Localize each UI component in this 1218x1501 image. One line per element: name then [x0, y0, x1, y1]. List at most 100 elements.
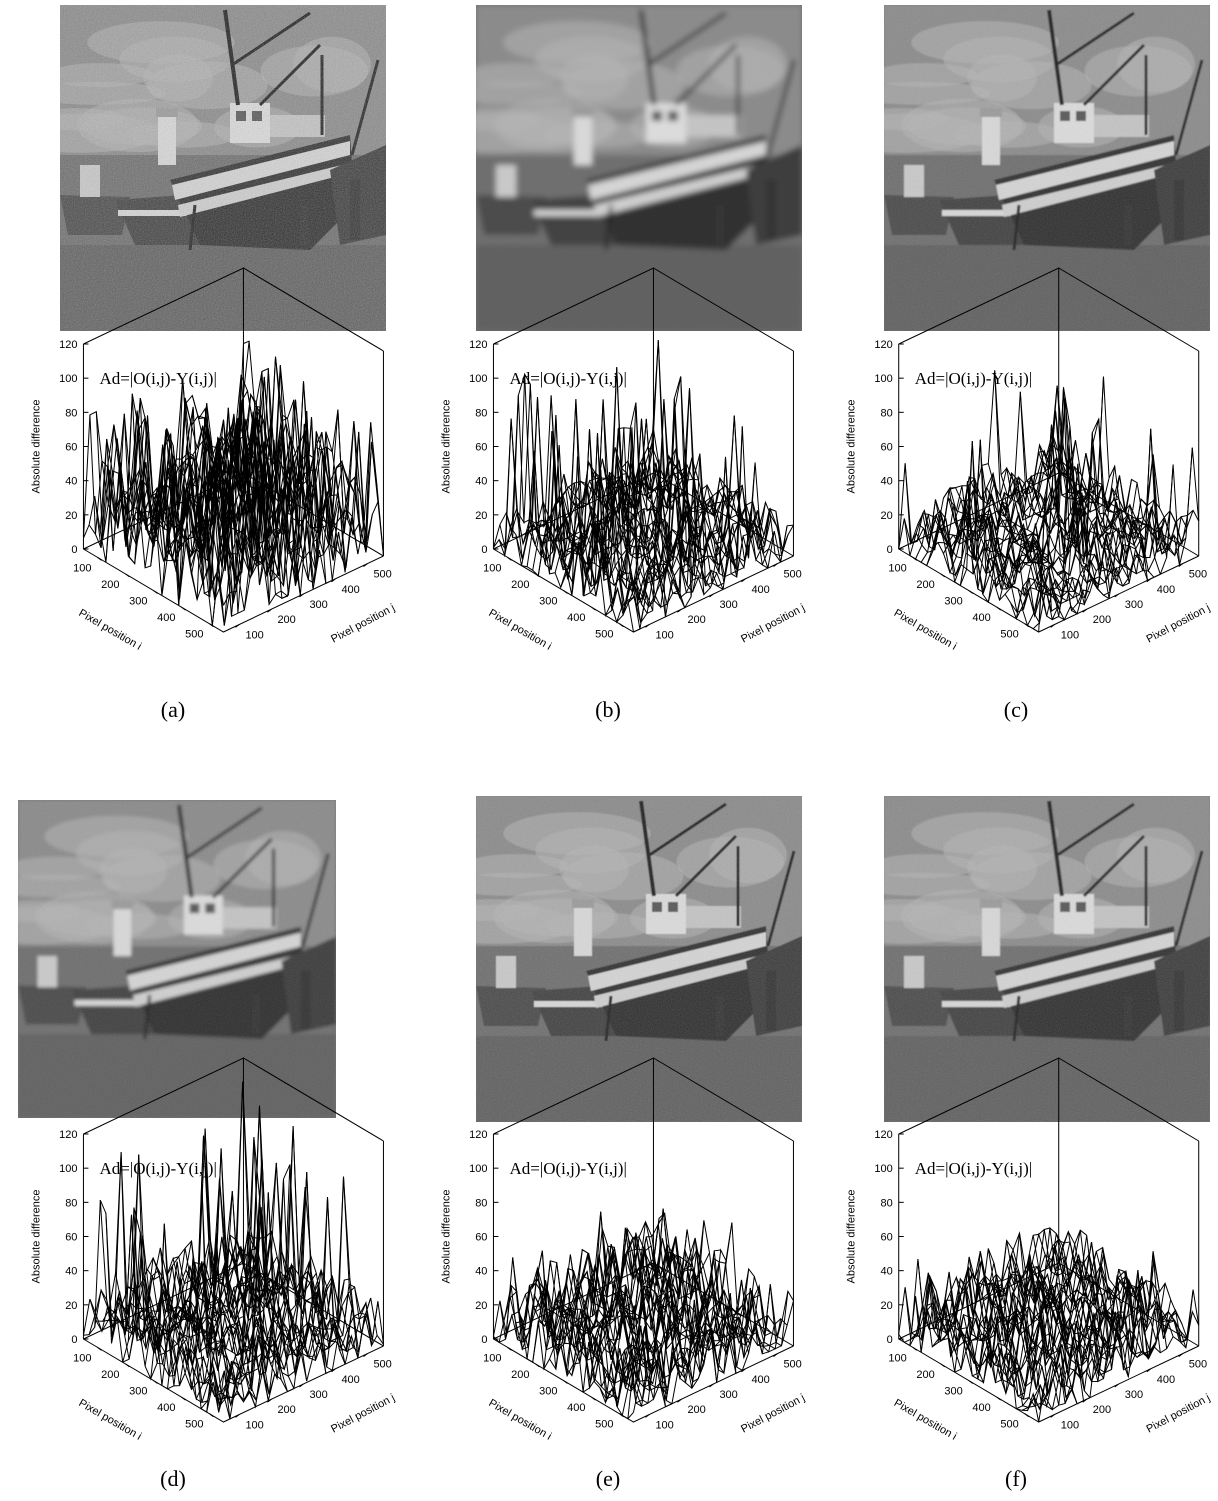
i-tick-label: 100	[888, 1352, 906, 1364]
surface-plot: 0 20 40 60 80 100 120 100 200 300 400 500 100 200 300 4…	[0, 267, 410, 680]
i-tick-label: 300	[944, 596, 962, 608]
i-tick-label: 100	[888, 562, 906, 574]
z-tick-label: 40	[880, 476, 892, 488]
z-tick-label: 60	[65, 442, 77, 454]
z-tick-label: 20	[880, 510, 892, 522]
j-axis-label: Pixel position j	[1144, 602, 1212, 646]
j-tick	[741, 1368, 746, 1373]
z-tick-label: 40	[65, 476, 77, 488]
i-tick-label: 100	[73, 1352, 91, 1364]
j-tick-label: 500	[783, 569, 801, 581]
i-tick	[1024, 1413, 1030, 1418]
z-tick-label: 40	[475, 1266, 487, 1278]
i-tick-label: 200	[916, 1369, 934, 1381]
panel-image	[476, 796, 802, 1122]
z-tick-label: 20	[475, 510, 487, 522]
formula-annotation: Ad=|O(i,j)-Y(i,j)|	[99, 369, 216, 388]
j-tick	[741, 578, 746, 583]
j-tick	[645, 623, 650, 628]
surface-plot: 0 20 40 60 80 100 120 100 200 300 400 500 100 200 300 4…	[824, 1057, 1218, 1470]
j-tick	[1146, 1368, 1152, 1373]
i-tick-label: 500	[595, 1419, 613, 1431]
j-tick-label: 500	[783, 1359, 801, 1371]
j-tick-label: 400	[341, 1374, 359, 1386]
j-tick-label: 100	[655, 629, 673, 641]
panel-image	[884, 796, 1210, 1122]
z-axis-label: Absolute difference	[440, 400, 452, 494]
j-tick-label: 200	[1093, 1404, 1111, 1416]
z-tick-label: 120	[469, 339, 487, 351]
j-tick	[235, 1413, 240, 1418]
i-tick-label: 300	[539, 596, 557, 608]
j-tick	[235, 623, 240, 628]
z-tick-label: 0	[887, 1334, 893, 1346]
panel-caption: (b)	[595, 697, 621, 722]
z-tick-label: 100	[874, 373, 892, 385]
restored-boat-image	[60, 5, 386, 331]
j-tick	[331, 1368, 336, 1373]
surface-mesh	[83, 1081, 384, 1420]
j-tick	[709, 1383, 714, 1388]
formula-annotation: Ad=|O(i,j)-Y(i,j)|	[509, 369, 626, 388]
i-tick-label: 400	[567, 612, 585, 624]
z-tick-label: 40	[880, 1266, 892, 1278]
formula-annotation: Ad=|O(i,j)-Y(i,j)|	[509, 1159, 626, 1178]
z-tick-label: 20	[65, 510, 77, 522]
i-tick	[968, 1380, 974, 1384]
i-tick	[591, 1396, 596, 1401]
surface-mesh	[493, 340, 794, 633]
j-tick-label: 400	[341, 584, 359, 596]
j-tick	[363, 563, 368, 568]
panel-caption: (c)	[1003, 697, 1029, 722]
restored-boat-image	[884, 5, 1210, 331]
i-tick-label: 500	[185, 629, 203, 641]
z-axis-label: Absolute difference	[440, 1190, 452, 1284]
i-tick-label: 400	[157, 612, 175, 624]
j-tick	[645, 1413, 650, 1418]
j-tick-label: 300	[719, 599, 737, 611]
j-tick-label: 300	[309, 1389, 327, 1401]
j-tick	[1178, 1353, 1184, 1358]
z-tick-label: 100	[469, 373, 487, 385]
i-axis-label: Pixel position i	[76, 607, 143, 653]
z-tick-label: 0	[71, 544, 77, 556]
panel-caption: (d)	[160, 1466, 186, 1491]
j-tick-label: 200	[277, 614, 295, 626]
i-tick	[619, 623, 624, 628]
restored-boat-image	[18, 800, 336, 1118]
j-tick-label: 100	[1061, 1419, 1079, 1431]
j-tick-label: 300	[1125, 1389, 1143, 1401]
i-tick	[153, 590, 158, 594]
j-tick	[1050, 1413, 1056, 1418]
panel-image	[476, 5, 802, 331]
z-tick-label: 80	[475, 407, 487, 419]
j-tick	[773, 1353, 778, 1358]
j-tick-label: 500	[1189, 1359, 1207, 1371]
j-axis-label: Pixel position j	[739, 1392, 807, 1436]
j-tick	[267, 1398, 272, 1403]
i-tick-label: 200	[511, 1369, 529, 1381]
i-tick	[996, 1396, 1002, 1401]
surface-plot: 0 20 40 60 80 100 120 100 200 300 400 500 100 200 300 4…	[410, 267, 820, 680]
i-axis-label: Pixel position i	[76, 1397, 143, 1443]
i-tick	[97, 556, 102, 561]
j-tick	[299, 1383, 304, 1388]
i-tick	[968, 590, 974, 594]
i-tick	[996, 606, 1002, 611]
z-tick-label: 0	[481, 1334, 487, 1346]
surface-mesh	[493, 1208, 794, 1420]
panel-image	[60, 5, 386, 331]
j-tick-label: 400	[1157, 584, 1175, 596]
i-tick	[940, 1363, 946, 1368]
surface-mesh	[83, 340, 384, 626]
surface-plot-svg: 0 20 40 60 80 100 120 100 200 300 400 500 100 200 300 4…	[440, 1057, 807, 1443]
z-tick-label: 60	[880, 1232, 892, 1244]
j-tick	[363, 1353, 368, 1358]
formula-annotation: Ad=|O(i,j)-Y(i,j)|	[99, 1159, 216, 1178]
j-axis-label: Pixel position j	[1144, 1392, 1212, 1436]
j-tick	[1178, 563, 1184, 568]
j-tick-label: 200	[277, 1404, 295, 1416]
z-tick-label: 80	[475, 1197, 487, 1209]
z-tick-label: 100	[59, 373, 77, 385]
j-tick	[1082, 608, 1088, 613]
